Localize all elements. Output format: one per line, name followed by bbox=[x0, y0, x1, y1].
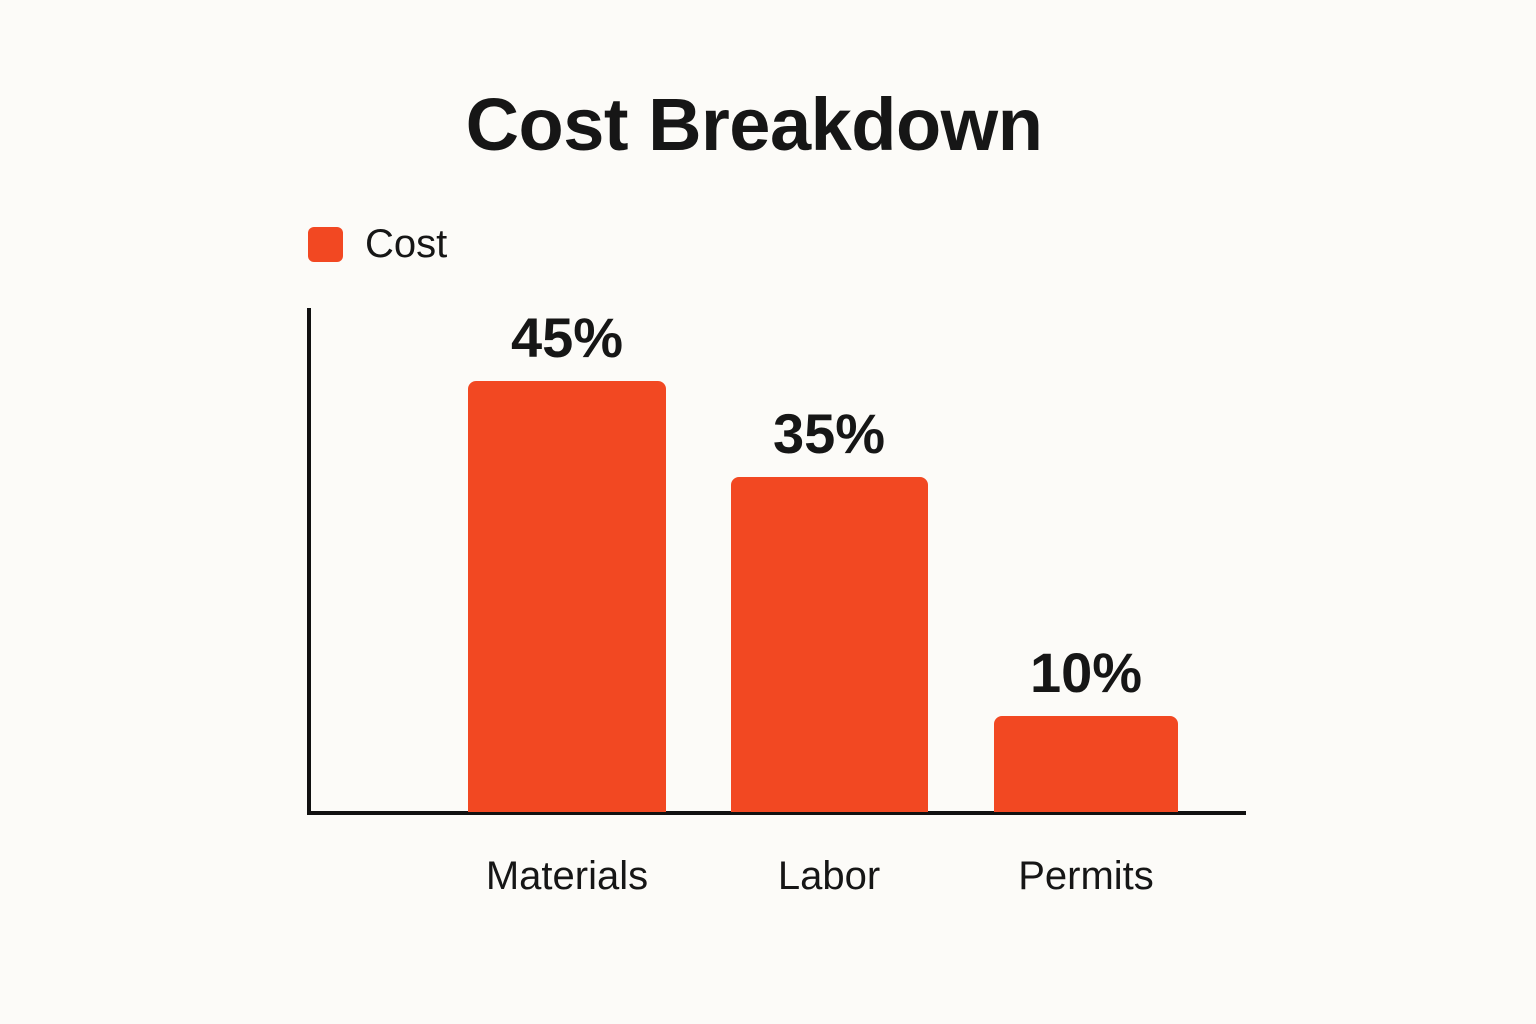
value-label-permits: 10% bbox=[1029, 641, 1143, 705]
category-label-materials: Materials bbox=[485, 854, 649, 898]
legend: Cost bbox=[308, 224, 447, 264]
y-axis bbox=[307, 308, 311, 815]
bar-materials bbox=[468, 381, 666, 812]
bar-permits bbox=[994, 716, 1178, 812]
legend-swatch-icon bbox=[308, 226, 343, 262]
legend-label: Cost bbox=[365, 222, 448, 266]
category-label-labor: Labor bbox=[777, 854, 881, 898]
category-label-permits: Permits bbox=[1018, 854, 1154, 898]
x-axis bbox=[307, 811, 1246, 815]
bar-labor bbox=[731, 476, 928, 812]
chart-title: Cost Breakdown bbox=[465, 83, 1043, 166]
value-label-materials: 45% bbox=[510, 306, 624, 369]
value-label-labor: 35% bbox=[772, 401, 886, 465]
